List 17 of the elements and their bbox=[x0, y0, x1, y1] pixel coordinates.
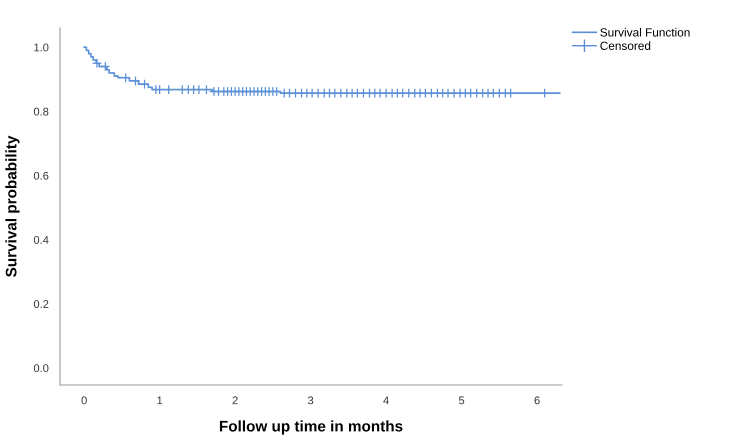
y-tick-label: 0.2 bbox=[34, 300, 48, 308]
x-tick-label: 6 bbox=[534, 396, 540, 404]
y-tick-label: 0.4 bbox=[34, 236, 49, 244]
x-tick-label: 4 bbox=[383, 396, 389, 404]
x-tick-label: 1 bbox=[157, 396, 162, 404]
legend-label: Censored bbox=[600, 41, 650, 50]
x-tick-label: 0 bbox=[82, 396, 87, 404]
y-axis-title: Survival probability bbox=[5, 136, 20, 277]
x-tick-label: 2 bbox=[232, 396, 238, 404]
y-tick-label: 0.8 bbox=[34, 108, 48, 116]
y-tick-label: 1.0 bbox=[34, 44, 48, 52]
legend-label: Survival Function bbox=[600, 28, 690, 37]
y-tick-label: 0.0 bbox=[34, 364, 48, 372]
y-tick-label: 0.6 bbox=[34, 172, 48, 180]
x-tick-label: 3 bbox=[308, 396, 314, 404]
x-axis-title: Follow up time in months bbox=[220, 420, 402, 435]
x-tick-label: 5 bbox=[458, 396, 464, 404]
